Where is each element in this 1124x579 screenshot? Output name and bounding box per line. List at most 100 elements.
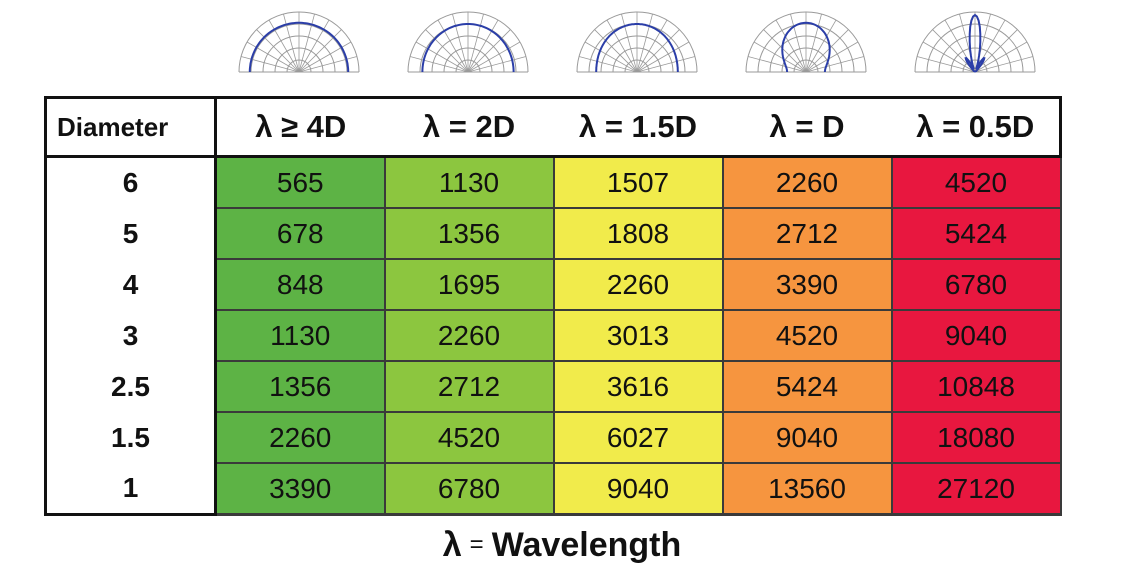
polar-grid-spoke: [451, 13, 468, 73]
column-header: λ = 0.5D: [891, 96, 1062, 158]
value-cell: 3013: [553, 310, 724, 362]
polar-grid-spoke: [415, 41, 468, 73]
polar-grid-spoke: [467, 41, 520, 73]
value-cell: 1808: [553, 208, 724, 260]
polar-grid-spoke: [467, 56, 526, 73]
diameter-label: 4: [44, 259, 217, 310]
polar-grid-spoke: [578, 56, 637, 73]
radiation-pattern-curve: [420, 23, 515, 72]
polar-grid-spoke: [762, 29, 806, 73]
diameter-label: 3: [44, 310, 217, 361]
value-cell: 27120: [891, 463, 1062, 516]
diameter-label: 2.5: [44, 361, 217, 412]
value-cell: 4520: [891, 156, 1062, 209]
wavelength-label: Wavelength: [491, 526, 682, 564]
column-header: λ ≥ 4D: [215, 96, 385, 158]
radiation-pattern-curve: [594, 23, 679, 72]
polar-grid-spoke: [805, 19, 836, 73]
polar-pattern-icon: [745, 11, 866, 73]
polar-grid-spoke: [636, 13, 653, 73]
diameter-label: 1.5: [44, 412, 217, 463]
table-row: 6 565 1130 1507 2260 4520: [44, 156, 1062, 209]
table-header-row: Diameter λ ≥ 4D λ = 2D λ = 1.5D λ = D λ …: [44, 96, 1062, 158]
value-cell: 6780: [384, 463, 555, 516]
value-cell: 1507: [553, 156, 724, 209]
radiation-pattern-curve: [248, 21, 349, 72]
polar-grid-spoke: [974, 56, 1033, 73]
value-cell: 10848: [891, 361, 1062, 413]
table-row: 5 678 1356 1808 2712 5424: [44, 208, 1062, 260]
radiation-pattern-curve: [780, 21, 831, 72]
polar-grid-spoke: [753, 41, 806, 73]
diameter-label: 1: [44, 463, 217, 516]
column-header: λ = 1.5D: [553, 96, 723, 158]
column-header: λ = D: [722, 96, 892, 158]
table-row: 4 848 1695 2260 3390 6780: [44, 259, 1062, 311]
value-cell: 5424: [722, 361, 893, 413]
value-cell: 1695: [384, 259, 555, 311]
polar-grid-spoke: [747, 56, 806, 73]
polar-grid-spoke: [805, 41, 858, 73]
value-cell: 1356: [215, 361, 386, 413]
polar-grid-spoke: [916, 56, 975, 73]
value-cell: 18080: [891, 412, 1062, 464]
value-cell: 2260: [553, 259, 724, 311]
polar-grid-spoke: [467, 13, 484, 73]
polar-pattern-icon: [914, 11, 1035, 73]
value-cell: 2712: [384, 361, 555, 413]
value-cell: 4520: [722, 310, 893, 362]
polar-grid-spoke: [805, 13, 822, 73]
diameter-label: 6: [44, 156, 217, 208]
wavelength-table: Diameter λ ≥ 4D λ = 2D λ = 1.5D λ = D λ …: [44, 96, 1062, 516]
value-cell: 678: [215, 208, 386, 260]
table-row: 3 1130 2260 3013 4520 9040: [44, 310, 1062, 362]
value-cell: 6780: [891, 259, 1062, 311]
value-cell: 9040: [891, 310, 1062, 362]
polar-grid-spoke: [805, 29, 849, 73]
value-cell: 3390: [215, 463, 386, 516]
value-cell: 9040: [553, 463, 724, 516]
value-cell: 13560: [722, 463, 893, 516]
polar-grid-spoke: [584, 41, 637, 73]
value-cell: 3390: [722, 259, 893, 311]
value-cell: 1356: [384, 208, 555, 260]
polar-grid-spoke: [636, 56, 695, 73]
lambda-symbol: λ: [442, 526, 462, 564]
column-header: λ = 2D: [384, 96, 554, 158]
value-cell: 2712: [722, 208, 893, 260]
polar-grid-spoke: [620, 13, 637, 73]
diameter-label: 5: [44, 208, 217, 259]
value-cell: 2260: [215, 412, 386, 464]
polar-grid-spoke: [606, 19, 637, 73]
polar-grid-spoke: [775, 19, 806, 73]
value-cell: 1130: [215, 310, 386, 362]
polar-pattern-icon: [238, 11, 359, 73]
polar-pattern-icon: [407, 11, 528, 73]
table-row: 1 3390 6780 9040 13560 27120: [44, 463, 1062, 516]
polar-grid-spoke: [974, 41, 1027, 73]
value-cell: 2260: [722, 156, 893, 209]
value-cell: 565: [215, 156, 386, 209]
radiation-pattern-curve: [963, 13, 986, 73]
value-cell: 6027: [553, 412, 724, 464]
polar-grid-spoke: [409, 56, 468, 73]
polar-pattern-icon: [576, 11, 697, 73]
polar-grid-spoke: [636, 19, 667, 73]
polar-grid-spoke: [467, 19, 498, 73]
table-row: 1.5 2260 4520 6027 9040 18080: [44, 412, 1062, 464]
polar-grid-spoke: [789, 13, 806, 73]
value-cell: 848: [215, 259, 386, 311]
value-cell: 3616: [553, 361, 724, 413]
value-cell: 9040: [722, 412, 893, 464]
row-header-diameter: Diameter: [44, 96, 217, 158]
polar-grid-spoke: [636, 29, 680, 73]
value-cell: 1130: [384, 156, 555, 209]
polar-grid-spoke: [805, 56, 864, 73]
value-cell: 4520: [384, 412, 555, 464]
value-cell: 5424: [891, 208, 1062, 260]
polar-grid-spoke: [467, 29, 511, 73]
polar-grid-spoke: [922, 41, 975, 73]
table-row: 2.5 1356 2712 3616 5424 10848: [44, 361, 1062, 413]
polar-grid-spoke: [636, 41, 689, 73]
wavelength-legend: λ = Wavelength: [0, 526, 1124, 565]
